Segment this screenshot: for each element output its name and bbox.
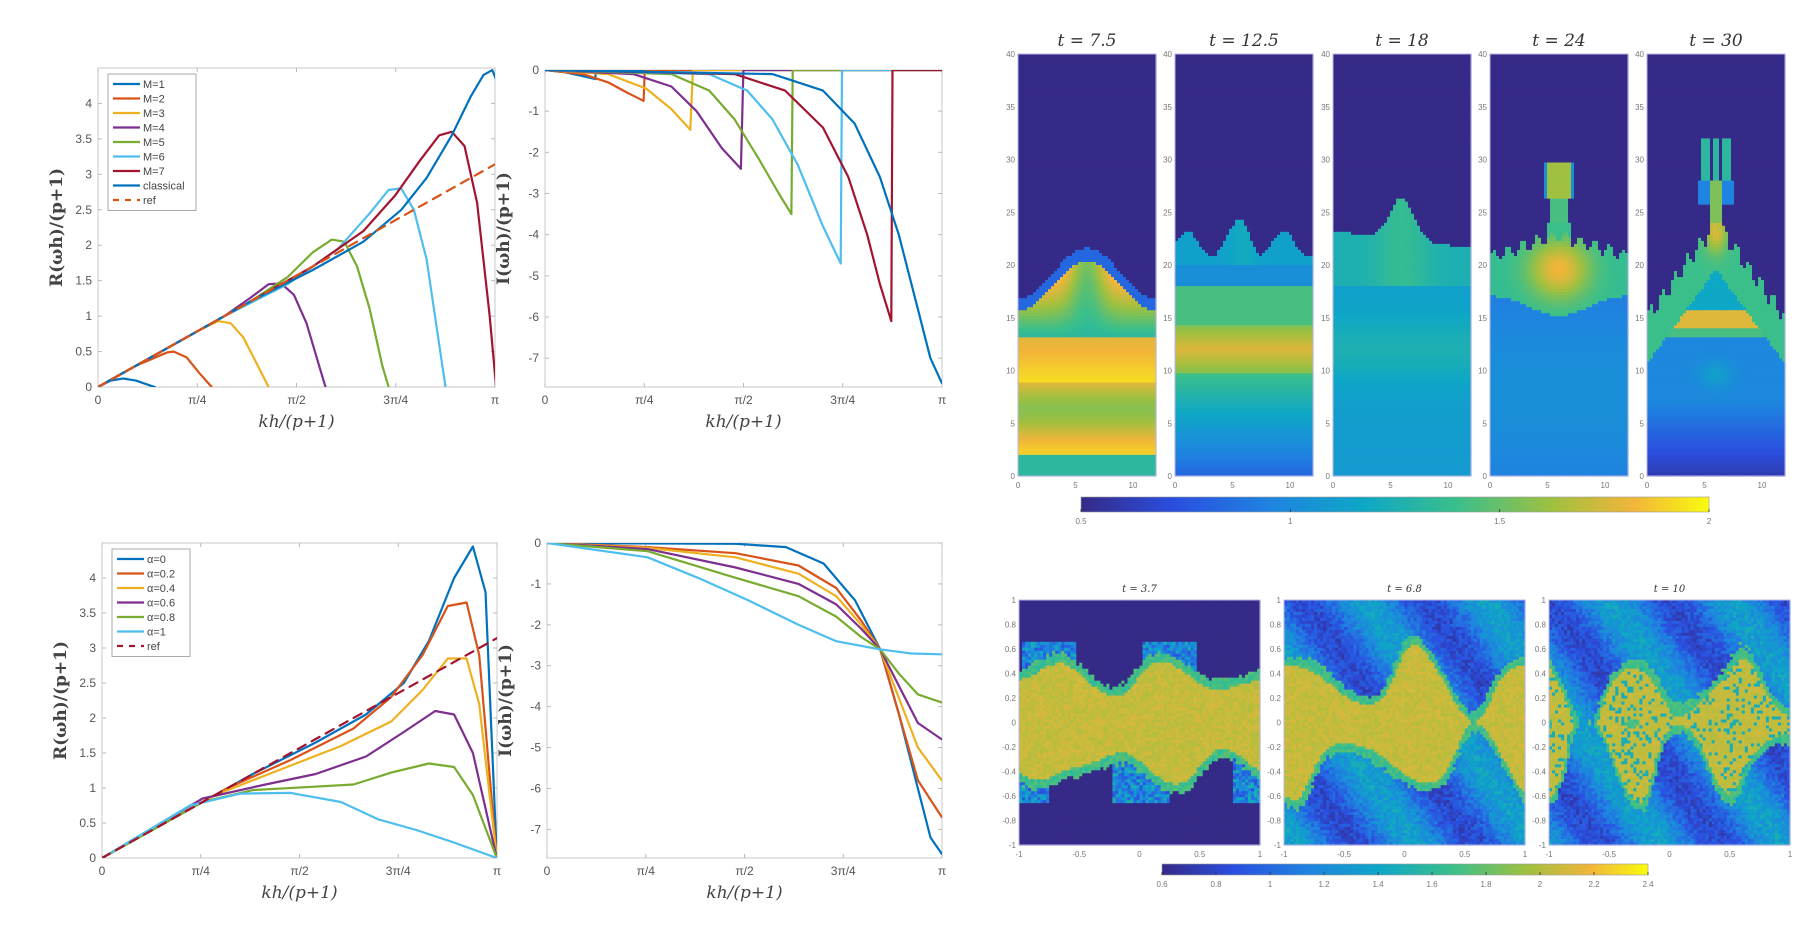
- legend-label: α=0.6: [147, 598, 175, 610]
- legend-label: M=6: [143, 152, 165, 164]
- y-axis-label: R(ωh)/(p+1): [51, 641, 71, 760]
- y-tick-label: 1.5: [75, 274, 92, 288]
- x-tick-label: π: [491, 393, 499, 407]
- y-tick-label: -3: [530, 659, 541, 673]
- legend: α=0 α=0.2 α=0.4 α=0.6 α=0.8 α=1 ref: [112, 549, 190, 657]
- y-tick-label: 1: [85, 309, 92, 323]
- y-tick-label: 2.5: [75, 203, 92, 217]
- y-tick-label: -1: [530, 577, 541, 591]
- y-tick-label: -3: [528, 187, 539, 201]
- legend-label: M=3: [143, 108, 165, 120]
- y-tick-label: 0: [534, 536, 541, 550]
- x-axis-label: kh/(p+1): [706, 883, 782, 903]
- y-tick-label: 2.5: [79, 676, 96, 690]
- y-axis-label: R(ωh)/(p+1): [47, 168, 67, 287]
- y-tick-label: 0: [85, 380, 92, 394]
- y-tick-label: -2: [530, 618, 541, 632]
- legend-label: M=1: [143, 79, 165, 91]
- legend-label: ref: [143, 195, 157, 207]
- y-tick-label: 2: [85, 238, 92, 252]
- plot-frame: [547, 543, 942, 858]
- y-tick-label: -7: [528, 351, 539, 365]
- x-tick-label: π/4: [635, 393, 654, 407]
- y-tick-label: -2: [528, 145, 539, 159]
- x-tick-label: 3π/4: [386, 864, 411, 878]
- y-tick-label: 3: [89, 641, 96, 655]
- x-tick-label: 0: [544, 864, 551, 878]
- y-axis-label: I(ωh)/(p+1): [494, 172, 514, 285]
- x-tick-label: 3π/4: [383, 393, 408, 407]
- y-tick-label: 3.5: [79, 606, 96, 620]
- y-tick-label: -5: [528, 269, 539, 283]
- plot-real-part-alpha: 0 π/4 π/2 3π/4 π 0 0.5 1 1.5 2 2.5 3 3.5 4 kh/(p+1) R(ω…: [51, 543, 501, 903]
- plot-frame: [545, 70, 942, 387]
- legend-label: α=0.8: [147, 612, 175, 624]
- x-tick-label: π: [938, 393, 946, 407]
- y-tick-label: 4: [85, 96, 92, 110]
- legend-label: M=4: [143, 123, 165, 135]
- y-tick-label: -5: [530, 741, 541, 755]
- legend-label: α=0: [147, 554, 166, 566]
- x-tick-label: π: [938, 864, 946, 878]
- y-tick-label: 0.5: [79, 816, 96, 830]
- x-tick-label: π/2: [290, 864, 309, 878]
- plot-imag-part-alpha: 0 π/4 π/2 3π/4 π 0 -1 -2 -3 -4 -5 -6 -7 kh/(p+1) I(ωh)…: [496, 536, 946, 903]
- y-tick-label: -4: [530, 700, 541, 714]
- x-tick-label: 0: [542, 393, 549, 407]
- x-tick-label: 0: [99, 864, 106, 878]
- y-tick-label: 1: [89, 781, 96, 795]
- x-tick-label: π/4: [192, 864, 211, 878]
- x-tick-label: 0: [95, 393, 102, 407]
- legend-label: M=7: [143, 166, 165, 178]
- x-tick-label: π/2: [734, 393, 753, 407]
- legend-label: classical: [143, 181, 185, 193]
- x-tick-label: 3π/4: [831, 864, 856, 878]
- legend-label: M=2: [143, 94, 165, 106]
- y-tick-label: -6: [530, 781, 541, 795]
- y-tick-label: -1: [528, 104, 539, 118]
- legend-label: M=5: [143, 137, 165, 149]
- y-tick-label: 1.5: [79, 746, 96, 760]
- x-axis-label: kh/(p+1): [705, 412, 781, 432]
- y-tick-label: -6: [528, 310, 539, 324]
- plot-real-part-M: 0 π/4 π/2 3π/4 π 0 0.5 1 1.5 2 2.5 3 3.5 4 kh/(p+1) R(ω…: [47, 68, 502, 432]
- x-axis-label: kh/(p+1): [258, 412, 334, 432]
- legend: M=1 M=2 M=3 M=4 M=5 M=6 M=7 classical ref: [108, 74, 196, 211]
- x-tick-label: π/4: [188, 393, 207, 407]
- y-tick-label: 2: [89, 711, 96, 725]
- plot-imag-part-M: 0 π/4 π/2 3π/4 π 0 -1 -2 -3 -4 -5 -6 -7 kh/(p+1) I(ωh)…: [494, 63, 946, 432]
- legend-label: α=0.4: [147, 583, 175, 595]
- x-axis-label: kh/(p+1): [261, 883, 337, 903]
- y-tick-label: -4: [528, 228, 539, 242]
- y-tick-label: 3: [85, 167, 92, 181]
- x-tick-label: π: [493, 864, 501, 878]
- legend-label: α=0.2: [147, 569, 175, 581]
- x-tick-label: 3π/4: [830, 393, 855, 407]
- x-tick-label: π/4: [637, 864, 656, 878]
- legend-label: ref: [147, 641, 161, 653]
- y-tick-label: -7: [530, 822, 541, 836]
- y-tick-label: 3.5: [75, 132, 92, 146]
- x-tick-label: π/2: [735, 864, 754, 878]
- y-tick-label: 0: [532, 63, 539, 77]
- legend-label: α=1: [147, 627, 166, 639]
- x-tick-label: π/2: [287, 393, 306, 407]
- y-tick-label: 4: [89, 571, 96, 585]
- y-tick-label: 0.5: [75, 345, 92, 359]
- y-tick-label: 0: [89, 851, 96, 865]
- y-axis-label: I(ωh)/(p+1): [496, 644, 516, 757]
